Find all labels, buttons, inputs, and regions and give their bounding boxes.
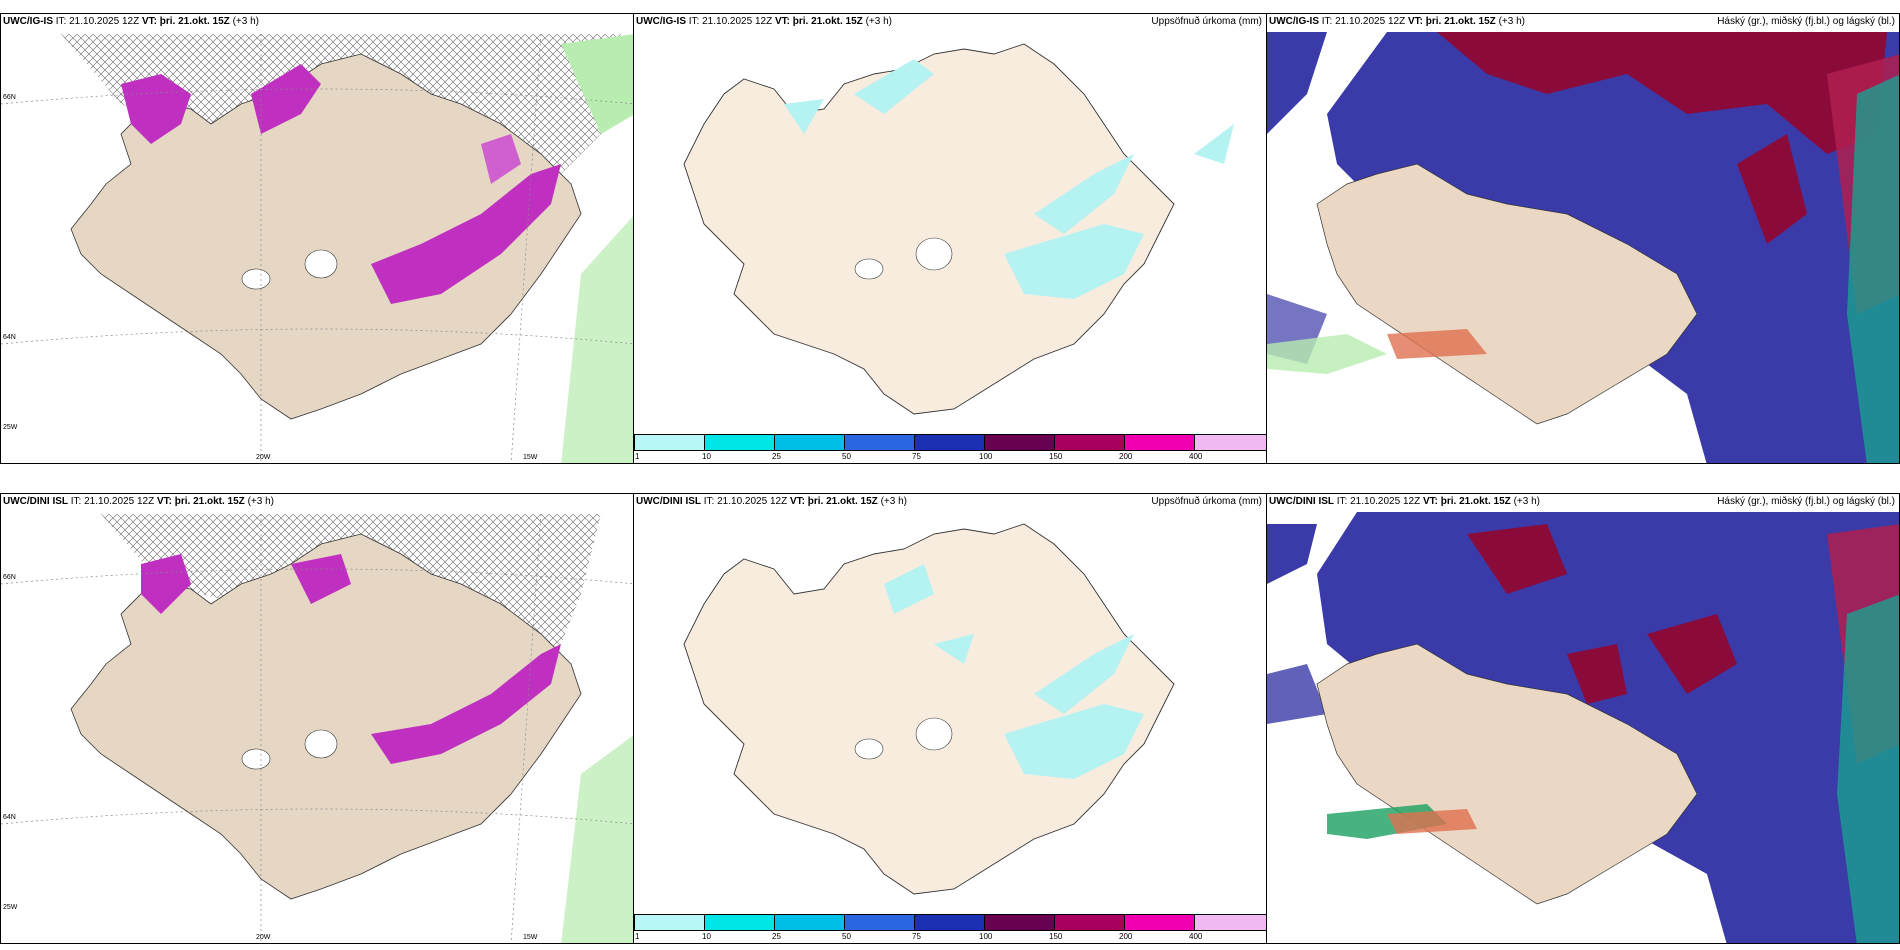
wind-map-panel-2: UWC/DINI ISL IT: 21.10.2025 12Z VT: þri.… [0,493,634,944]
colorbar-label: 200 [1119,452,1133,461]
colorbar-cell [1195,915,1266,930]
panel-title: UWC/IG-IS IT: 21.10.2025 12Z VT: þri. 21… [636,16,892,27]
lon-label: 15W [523,934,538,941]
colorbar-label: 1 [635,452,640,461]
colorbar-label: 50 [842,452,851,461]
lon-label: 15W [523,454,538,461]
colorbar-cell [985,435,1055,450]
colorbar-labels: 1 10 25 50 75 100 150 200 400 [634,932,1266,943]
colorbar-label: 1 [635,932,640,941]
colorbar-label: 400 [1189,452,1203,461]
colorbar-cell [635,915,705,930]
lat-label: 64N [3,334,16,341]
cloud-map [1267,14,1899,463]
colorbar-label: 75 [912,932,921,941]
colorbar-cell [775,435,845,450]
cloud-title: Háský (gr.), miðský (fj.bl.) og lágský (… [1717,16,1895,27]
panel-title: UWC/DINI ISL IT: 21.10.2025 12Z VT: þri.… [636,496,907,507]
colorbar-label: 100 [979,932,993,941]
colorbar-cell [1055,435,1125,450]
panel-title: UWC/DINI ISL IT: 21.10.2025 12Z VT: þri.… [3,496,274,507]
cloud-map [1267,494,1899,943]
cloud-map-panel-1: UWC/IG-IS IT: 21.10.2025 12Z VT: þri. 21… [1266,13,1900,464]
colorbar-cells [634,434,1266,451]
colorbar: 1 10 25 50 75 100 150 200 400 [634,434,1266,463]
wind-map-panel-1: UWC/IG-IS IT: 21.10.2025 12Z VT: þri. 21… [0,13,634,464]
colorbar-label: 100 [979,452,993,461]
colorbar-cell [915,915,985,930]
colorbar-cell [985,915,1055,930]
lat-label: 66N [3,94,16,101]
panel-title: UWC/IG-IS IT: 21.10.2025 12Z VT: þri. 21… [1269,16,1525,27]
colorbar-label: 10 [702,932,711,941]
lat-label: 25W [3,424,18,431]
colorbar-cell [1125,435,1195,450]
colorbar-cell [1195,435,1266,450]
cloud-map-panel-2: UWC/DINI ISL IT: 21.10.2025 12Z VT: þri.… [1266,493,1900,944]
wind-precip-map [1,14,633,463]
colorbar-label: 75 [912,452,921,461]
colorbar-label: 25 [772,452,781,461]
colorbar-cell [1055,915,1125,930]
colorbar-label: 25 [772,932,781,941]
colorbar-label: 50 [842,932,851,941]
colorbar-cell [775,915,845,930]
lat-label: 25W [3,904,18,911]
cloud-title: Háský (gr.), miðský (fj.bl.) og lágský (… [1717,496,1895,507]
precip-title: Uppsöfnuð úrkoma (mm) [1151,16,1262,27]
colorbar-cell [845,435,915,450]
lon-label: 20W [256,454,271,461]
colorbar-cell [1125,915,1195,930]
panel-title: UWC/IG-IS IT: 21.10.2025 12Z VT: þri. 21… [3,16,259,27]
colorbar-label: 400 [1189,932,1203,941]
precip-title: Uppsöfnuð úrkoma (mm) [1151,496,1262,507]
colorbar: 1 10 25 50 75 100 150 200 400 [634,914,1266,943]
colorbar-cell [915,435,985,450]
lat-label: 64N [3,814,16,821]
colorbar-labels: 1 10 25 50 75 100 150 200 400 [634,452,1266,463]
colorbar-cells [634,914,1266,931]
colorbar-label: 150 [1049,452,1063,461]
colorbar-label: 200 [1119,932,1133,941]
colorbar-cell [845,915,915,930]
colorbar-cell [705,915,775,930]
lat-label: 66N [3,574,16,581]
precip-map-panel-2: UWC/DINI ISL IT: 21.10.2025 12Z VT: þri.… [633,493,1267,944]
colorbar-label: 150 [1049,932,1063,941]
colorbar-cell [635,435,705,450]
colorbar-cell [705,435,775,450]
precip-map-panel-1: UWC/IG-IS IT: 21.10.2025 12Z VT: þri. 21… [633,13,1267,464]
colorbar-label: 10 [702,452,711,461]
precip-map [634,494,1266,914]
precip-map [634,14,1266,434]
wind-precip-map [1,494,633,943]
panel-title: UWC/DINI ISL IT: 21.10.2025 12Z VT: þri.… [1269,496,1540,507]
lon-label: 20W [256,934,271,941]
